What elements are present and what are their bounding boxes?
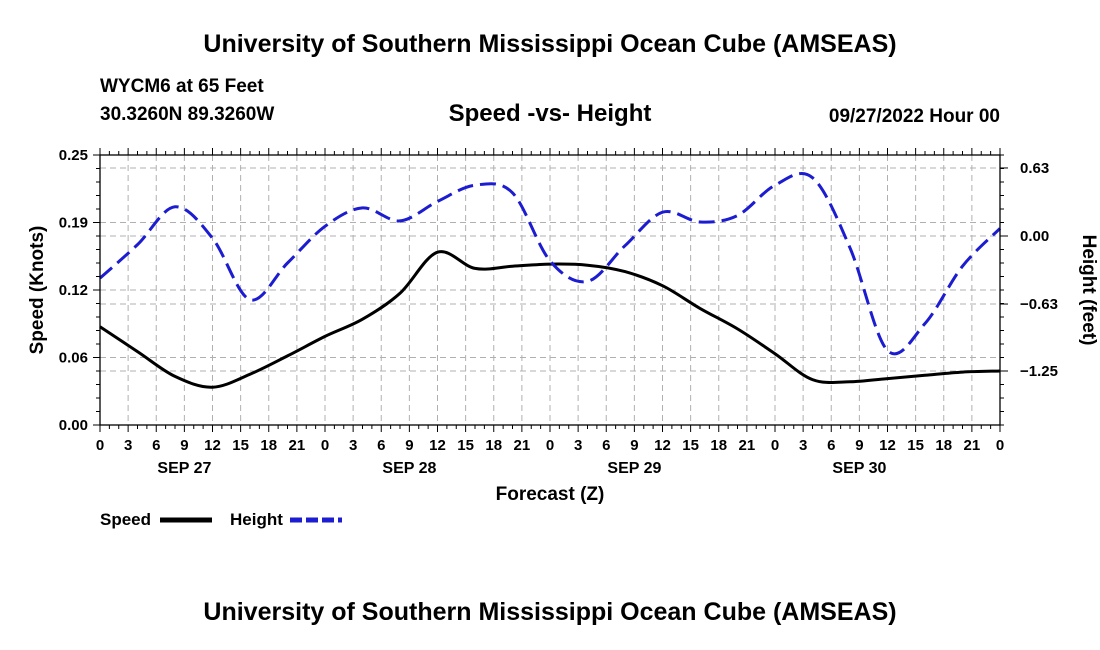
x-tick-label: 9 bbox=[630, 437, 638, 454]
chart-title: Speed -vs- Height bbox=[448, 100, 652, 127]
x-tick-label: 3 bbox=[124, 437, 132, 454]
x-tick-label: 0 bbox=[321, 437, 329, 454]
x-tick-label: 9 bbox=[855, 437, 863, 454]
x-tick-label: 21 bbox=[289, 437, 306, 454]
x-tick-label: 12 bbox=[654, 437, 671, 454]
y-left-tick-label: 0.06 bbox=[59, 350, 88, 367]
x-tick-label: 9 bbox=[405, 437, 413, 454]
x-tick-label: 18 bbox=[260, 437, 277, 454]
x-tick-label: 9 bbox=[180, 437, 188, 454]
day-label: SEP 29 bbox=[607, 460, 661, 477]
y-left-tick-label: 0.19 bbox=[59, 215, 88, 232]
y-right-tick-label: 0.00 bbox=[1020, 228, 1049, 245]
day-label: SEP 30 bbox=[832, 460, 886, 477]
y-left-tick-label: 0.25 bbox=[59, 147, 88, 164]
main-title: University of Southern Mississippi Ocean… bbox=[203, 30, 897, 58]
legend-height-label: Height bbox=[230, 510, 283, 529]
station-label: WYCM6 at 65 Feet bbox=[100, 76, 264, 97]
legend-speed-label: Speed bbox=[100, 510, 151, 529]
y-right-tick-label: −1.25 bbox=[1020, 363, 1058, 380]
day-label: SEP 27 bbox=[157, 460, 211, 477]
y-axis-label-right: Height (feet) bbox=[1078, 235, 1099, 346]
x-tick-label: 0 bbox=[96, 437, 104, 454]
x-tick-label: 6 bbox=[602, 437, 610, 454]
x-tick-label: 21 bbox=[514, 437, 531, 454]
x-tick-label: 12 bbox=[879, 437, 896, 454]
x-tick-label: 3 bbox=[574, 437, 582, 454]
y-axis-label-left: Speed (Knots) bbox=[27, 226, 48, 355]
day-label: SEP 28 bbox=[382, 460, 436, 477]
x-tick-label: 12 bbox=[429, 437, 446, 454]
x-tick-label: 0 bbox=[771, 437, 779, 454]
x-tick-label: 21 bbox=[739, 437, 756, 454]
x-tick-label: 15 bbox=[682, 437, 699, 454]
x-tick-label: 21 bbox=[964, 437, 981, 454]
x-tick-label: 6 bbox=[377, 437, 385, 454]
x-tick-label: 15 bbox=[232, 437, 249, 454]
x-tick-label: 15 bbox=[907, 437, 924, 454]
coordinates-label: 30.3260N 89.3260W bbox=[100, 104, 275, 125]
x-tick-label: 18 bbox=[485, 437, 502, 454]
date-hour-label: 09/27/2022 Hour 00 bbox=[828, 106, 1000, 127]
speed-series-line bbox=[99, 250, 1001, 389]
y-right-tick-label: −0.63 bbox=[1020, 296, 1058, 313]
y-left-tick-label: 0.00 bbox=[59, 417, 88, 434]
y-left-tick-label: 0.12 bbox=[59, 282, 88, 299]
footer-title: University of Southern Mississippi Ocean… bbox=[203, 598, 897, 626]
legend: Speed Height bbox=[100, 510, 342, 529]
x-tick-label: 18 bbox=[935, 437, 952, 454]
x-axis-label: Forecast (Z) bbox=[496, 484, 605, 505]
x-tick-label: 15 bbox=[457, 437, 474, 454]
x-tick-label: 0 bbox=[996, 437, 1004, 454]
x-tick-label: 0 bbox=[546, 437, 554, 454]
plot-frame bbox=[99, 154, 1001, 426]
axis-layer: 0 3 6 9 12 15 18 21 0 3 6 9 12 15 18 21 0 3 6 9 12 15 18 21 0 3 6 9… bbox=[59, 147, 1058, 477]
x-tick-label: 6 bbox=[827, 437, 835, 454]
x-tick-label: 3 bbox=[799, 437, 807, 454]
y-right-tick-label: 0.63 bbox=[1020, 160, 1049, 177]
x-tick-label: 3 bbox=[349, 437, 357, 454]
series-layer bbox=[99, 172, 1002, 389]
x-tick-label: 6 bbox=[152, 437, 160, 454]
x-tick-label: 12 bbox=[204, 437, 221, 454]
height-series-line bbox=[99, 172, 1002, 356]
x-tick-label: 18 bbox=[710, 437, 727, 454]
